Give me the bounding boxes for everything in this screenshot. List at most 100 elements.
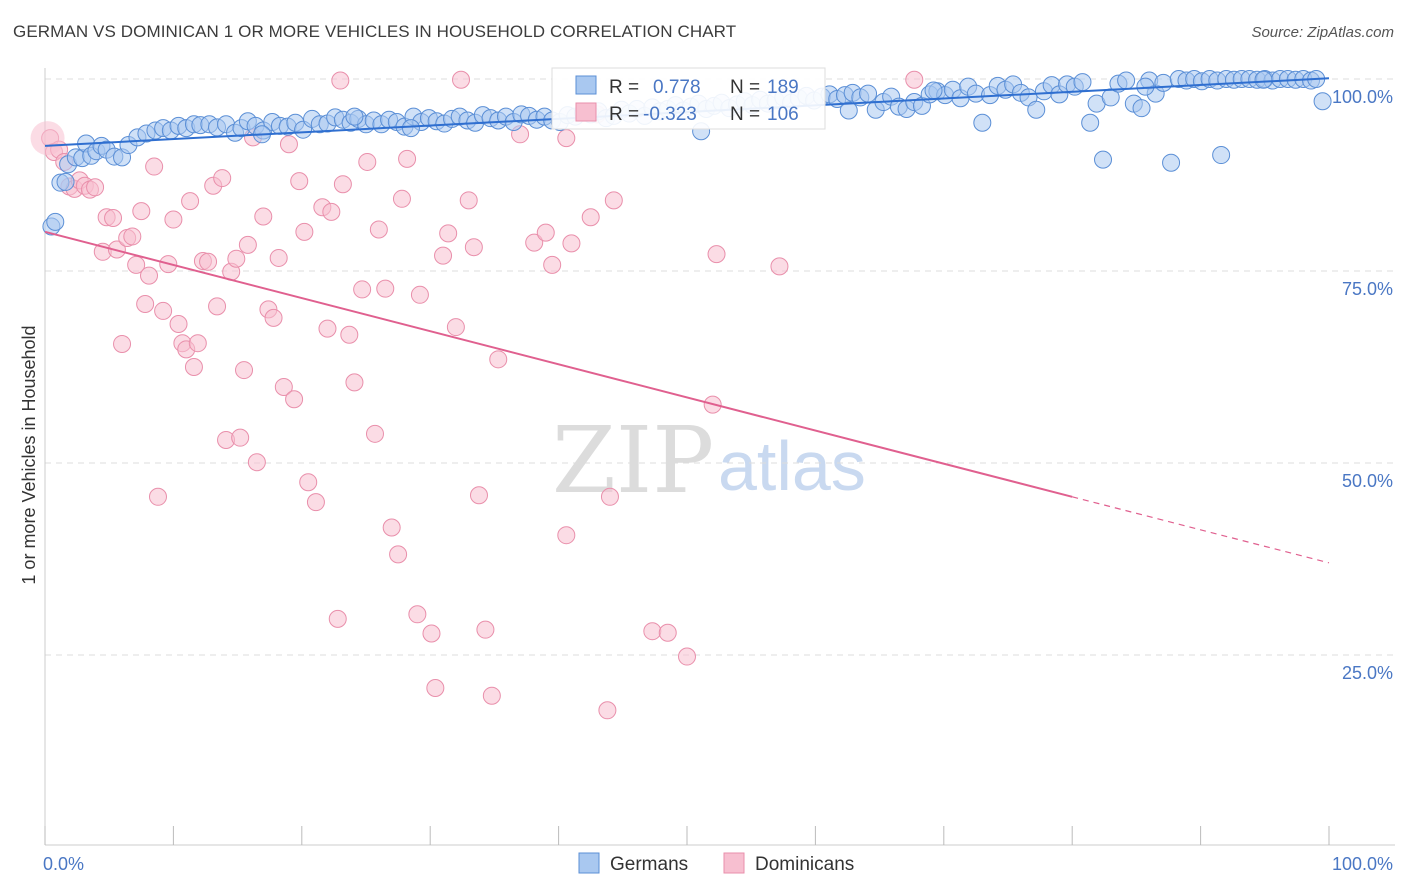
dominican-trend-line [44,230,1073,498]
dominican-point [148,487,167,506]
y-axis-title: 1 or more Vehicles in Household [19,325,39,584]
dominican-point [658,623,677,642]
dominican-point [408,605,427,624]
dominican-n-value: 106 [767,104,799,125]
dominican-point [489,350,508,369]
german-point [1212,146,1231,165]
dominican-point [279,135,298,154]
german-point [1162,153,1181,172]
german-point [924,81,943,100]
german-point [1081,113,1100,132]
german-r-value: 0.778 [653,77,701,98]
dominican-point [543,255,562,274]
dominican-point [905,70,924,89]
dominican-point [208,297,227,316]
dominican-point [227,249,246,268]
german-point [1313,92,1332,111]
dominican-point [376,279,395,298]
legend-label-dominicans: Dominicans [755,854,854,875]
legend: Germans Dominicans [578,852,854,875]
german-point [345,107,364,126]
dominican-point [145,157,164,176]
dominican-point [274,377,293,396]
dominican-point [184,358,203,376]
dominican-point [136,295,155,314]
dominican-point [434,246,453,265]
dominican-point [340,325,359,344]
german-points [42,70,1332,236]
german-point [1154,73,1173,92]
dominican-point [353,280,372,299]
german-point [1254,70,1273,89]
dominican-point [598,701,617,720]
dominican-point [254,207,273,226]
german-n-label: N = [730,77,760,98]
german-point [1117,71,1136,90]
dominican-r-label: R = [609,104,639,125]
dominican-point [389,545,408,564]
german-n-value: 189 [767,77,799,98]
dominican-point [469,486,488,505]
german-point [859,84,878,103]
dominican-n-label: N = [730,104,760,125]
y-tick-label: 75.0% [1342,279,1393,299]
dominican-point [398,149,417,168]
y-tick-label: 50.0% [1342,471,1393,491]
dominican-point [188,334,207,353]
legend-swatch-dominicans [723,852,745,874]
dominican-trend-extension [1072,496,1330,564]
dominican-point [285,390,304,409]
watermark-zip: ZIP [552,407,714,514]
x-tick-label: 100.0% [1332,854,1393,874]
dominican-point [331,71,350,90]
german-point [1094,150,1113,169]
dominican-point [213,169,232,188]
dominican-point [322,202,341,221]
source-label: Source: ZipAtlas.com [1251,24,1394,41]
dominican-point [235,361,254,380]
watermark-atlas: atlas [718,427,866,505]
dominican-point [536,223,555,242]
dominican-point [643,622,662,641]
dominican-point [104,209,123,228]
x-tick-label: 0.0% [43,854,84,874]
dominican-point [369,220,388,239]
y-tick-label: 100.0% [1332,87,1393,107]
dominican-point [123,227,142,246]
dominican-point [169,314,188,333]
dominican-point [678,647,696,666]
dominican-stats-swatch [575,102,597,122]
dominican-point [264,308,283,327]
dominican-points [30,70,924,720]
german-point [1027,100,1046,119]
german-point [1073,73,1092,92]
dominican-point [247,453,266,472]
legend-label-germans: Germans [610,854,688,875]
dominican-point [446,318,465,337]
axes: 25.0% 50.0% 75.0% 100.0% 0.0% 100.0% [43,68,1395,874]
dominican-point [231,428,250,447]
german-point [56,172,75,191]
dominican-point [86,178,105,197]
y-tick-label: 25.0% [1342,663,1393,683]
german-point [401,119,420,138]
german-r-label: R = [609,77,639,98]
dominican-r-value: -0.323 [643,104,697,125]
dominican-point [299,473,318,492]
dominican-point [306,493,325,512]
dominican-point [333,175,352,194]
dominican-point [600,487,619,506]
dominican-point [132,202,151,221]
dominican-point [557,526,576,545]
legend-swatch-germans [578,852,600,874]
dominican-point [525,233,544,252]
dominican-point [770,257,789,276]
dominican-point [392,189,411,208]
german-point [46,212,65,231]
german-point [1132,99,1151,118]
dominican-point [181,192,200,211]
dominican-point [328,609,347,628]
dominican-point [439,224,458,243]
dominican-point [476,620,495,639]
